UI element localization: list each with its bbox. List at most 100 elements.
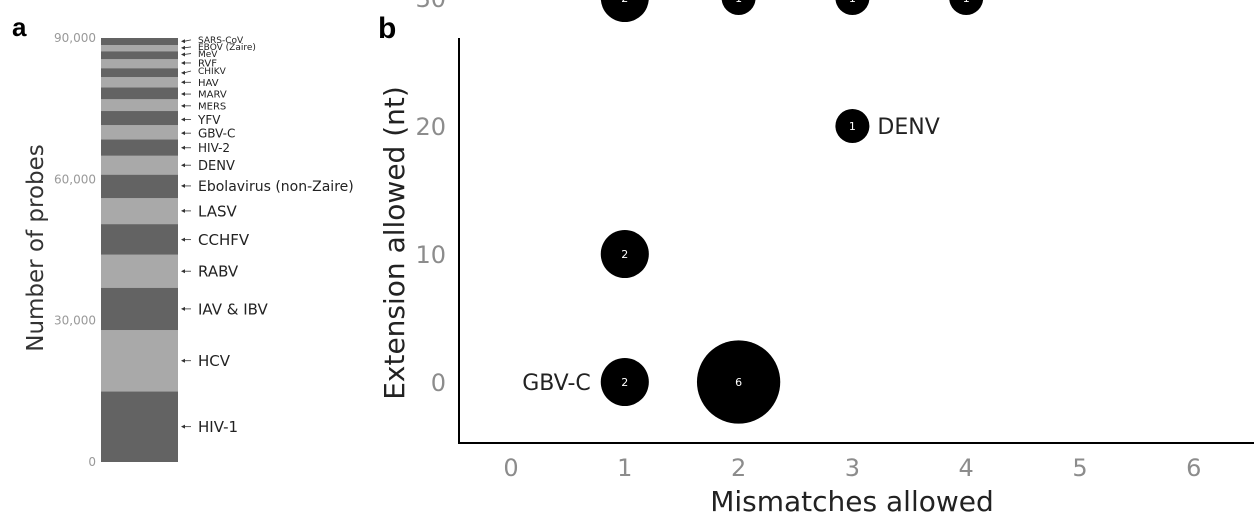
bubble-count-label: 1: [735, 0, 742, 5]
bar-segment: [101, 174, 178, 199]
arrow-head: [181, 39, 185, 44]
segment-label: RVF: [198, 59, 217, 70]
bar-segment: [101, 330, 178, 392]
arrow-head: [181, 163, 185, 168]
x-tick-label: 4: [959, 454, 974, 482]
segment-label: MERS: [198, 101, 226, 112]
segment-label: EBOV (Zaire): [198, 43, 256, 53]
panel-a-segments: [101, 38, 178, 462]
arrow-head: [181, 52, 185, 57]
segment-label: GBV-C: [198, 126, 235, 140]
bubble: [696, 340, 781, 424]
x-tick-label: 0: [503, 454, 518, 482]
panel-a-stacked-bar: a Number of probes 0 30,000 60,000 90,000 H…: [12, 12, 354, 469]
bubble-count-label: 1: [849, 120, 856, 133]
bar-segment: [101, 224, 178, 255]
arrow-head: [181, 183, 185, 188]
panel-a-letter: a: [12, 12, 27, 42]
bubble: [600, 0, 649, 23]
y-tick-label: 0: [88, 455, 96, 469]
bar-segment: [101, 111, 178, 126]
bubble-count-label: 2: [621, 248, 628, 261]
arrow-head: [181, 80, 185, 85]
bubble: [835, 0, 870, 15]
x-tick-label: 5: [1072, 454, 1087, 482]
y-tick-label: 10: [415, 241, 446, 269]
bar-segment: [101, 391, 178, 462]
panel-b-bubble-chart: b Extension allowed (nt) Mismatches allo…: [378, 0, 1254, 518]
panel-b-ticks: 012345601020304050: [415, 0, 1201, 482]
segment-label: DENV: [198, 159, 235, 174]
bubble: [600, 229, 649, 279]
arrow-head: [181, 269, 185, 274]
x-tick-label: 3: [845, 454, 860, 482]
label-arrow: [183, 53, 192, 55]
panel-a-y-ticks: 0 30,000 60,000 90,000: [54, 31, 96, 469]
segment-label: MeV: [198, 50, 218, 60]
bubble: [949, 0, 984, 15]
bubble-count-label: 6: [735, 376, 742, 389]
bubble-count-label: 2: [621, 376, 628, 389]
y-tick-label: 30,000: [54, 314, 96, 328]
segment-label: MARV: [198, 90, 227, 101]
y-tick-label: 20: [415, 113, 446, 141]
arrow-head: [181, 92, 185, 97]
arrow-head: [181, 208, 185, 213]
segment-label: HIV-2: [198, 141, 230, 155]
segment-label: LASV: [198, 202, 237, 220]
bar-segment: [101, 198, 178, 225]
arrow-head: [181, 70, 185, 75]
y-tick-label: 90,000: [54, 31, 96, 45]
arrow-head: [181, 237, 185, 242]
bubble-count-label: 1: [963, 0, 970, 5]
arrow-head: [181, 117, 185, 122]
bubble-count-label: 2: [621, 0, 628, 5]
bubble-count-label: 1: [849, 0, 856, 5]
segment-label: HAV: [198, 78, 219, 89]
arrow-head: [181, 145, 185, 150]
bubble: [835, 109, 870, 143]
bar-segment: [101, 99, 178, 112]
panel-b-ylabel: Extension allowed (nt): [378, 86, 411, 400]
arrow-head: [181, 60, 185, 65]
panel-b-xlabel: Mismatches allowed: [710, 485, 994, 518]
segment-label: HCV: [198, 352, 231, 370]
y-tick-label: 30: [415, 0, 446, 13]
x-tick-label: 2: [731, 454, 746, 482]
arrow-head: [181, 424, 185, 429]
bar-segment: [101, 51, 178, 60]
panel-a-segment-labels: HIV-1 HCV IAV & IBV RABV CCHFV LASV Ebolavirus…: [181, 36, 354, 436]
segment-label: RABV: [198, 263, 239, 281]
arrow-head: [181, 131, 185, 136]
x-tick-label: 1: [617, 454, 632, 482]
bar-segment: [101, 139, 178, 156]
label-arrow: [183, 70, 192, 74]
bar-segment: [101, 287, 178, 331]
arrow-head: [181, 45, 185, 50]
panel-a-ylabel: Number of probes: [23, 144, 49, 352]
arrow-head: [181, 306, 185, 311]
bar-segment: [101, 125, 178, 140]
segment-label: Ebolavirus (non-Zaire): [198, 179, 354, 195]
bar-segment: [101, 87, 178, 100]
bar-segment: [101, 45, 178, 52]
bubble: [600, 357, 649, 407]
bar-segment: [101, 38, 178, 46]
y-tick-label: 60,000: [54, 172, 96, 186]
bar-segment: [101, 155, 178, 175]
y-tick-label: 0: [431, 369, 446, 397]
bubble-name-label: DENV: [877, 115, 939, 140]
arrow-head: [181, 103, 185, 108]
bar-segment: [101, 77, 178, 88]
bar-segment: [101, 68, 178, 78]
bubble: [721, 0, 756, 15]
label-arrow: [183, 39, 192, 42]
bubble-name-label: GBV-C: [522, 371, 591, 396]
segment-label: HIV-1: [198, 418, 238, 436]
segment-label: CHIKV: [198, 67, 227, 77]
arrow-head: [181, 358, 185, 363]
segment-label: SARS-CoV: [198, 36, 244, 46]
label-arrow: [183, 46, 192, 49]
